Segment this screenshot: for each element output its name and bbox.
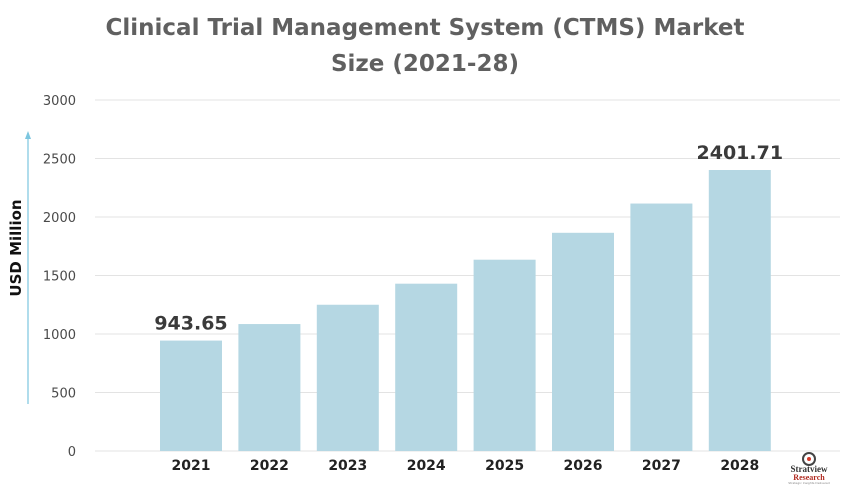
x-tick-label: 2021 xyxy=(172,458,211,474)
y-tick-label: 500 xyxy=(51,387,76,402)
y-tick-label: 2500 xyxy=(43,153,76,168)
x-tick-label: 2025 xyxy=(485,458,524,474)
bar xyxy=(473,259,536,451)
logo-tagline: Strategic Insights Delivered xyxy=(788,481,830,485)
x-tick-label: 2023 xyxy=(328,458,367,474)
x-axis-ticks: 2021 2022 2023 2024 2025 2026 2027 2028 xyxy=(172,458,760,474)
data-label: 2401.71 xyxy=(697,142,784,164)
chart-title-line-1: Clinical Trial Management System (CTMS) … xyxy=(105,15,745,41)
y-axis-ticks: 0 500 1000 1500 2000 2500 3000 xyxy=(43,94,76,460)
bar xyxy=(316,304,379,451)
y-axis-label: USD Million xyxy=(7,199,25,296)
bar xyxy=(395,283,458,451)
bars xyxy=(160,169,771,451)
chart-title-line-2: Size (2021-28) xyxy=(330,51,520,77)
x-tick-label: 2026 xyxy=(564,458,603,474)
bar xyxy=(238,324,301,451)
x-tick-label: 2028 xyxy=(720,458,759,474)
logo-mark-icon xyxy=(802,452,816,466)
bar xyxy=(630,203,693,451)
y-axis-label-group: USD Million xyxy=(7,131,31,404)
chart-title: Clinical Trial Management System (CTMS) … xyxy=(0,10,850,82)
y-tick-label: 0 xyxy=(68,445,76,460)
x-tick-label: 2024 xyxy=(407,458,446,474)
y-tick-label: 1500 xyxy=(43,270,76,285)
data-labels: 943.65 2401.71 xyxy=(154,142,783,335)
y-tick-label: 3000 xyxy=(43,94,76,109)
data-label: 943.65 xyxy=(154,313,227,335)
y-tick-label: 1000 xyxy=(43,328,76,343)
x-tick-label: 2022 xyxy=(250,458,289,474)
bar xyxy=(160,340,222,451)
y-tick-label: 2000 xyxy=(43,211,76,226)
bar xyxy=(552,232,614,451)
bar xyxy=(708,169,771,451)
stratview-logo: Stratview Research Strategic Insights De… xyxy=(774,452,844,485)
logo-name: Stratview xyxy=(790,464,828,474)
y-axis-arrow-head xyxy=(25,131,31,139)
x-tick-label: 2027 xyxy=(642,458,681,474)
logo-sub: Research xyxy=(793,473,825,482)
